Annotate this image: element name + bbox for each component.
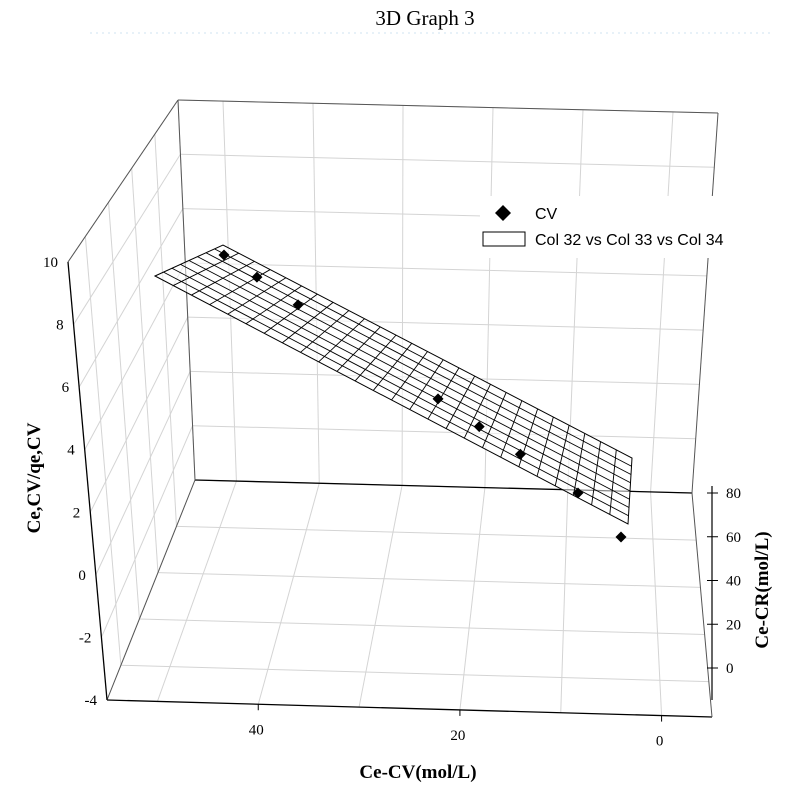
x-tick-label: 0 xyxy=(656,734,664,750)
floor-gridline-y xyxy=(120,664,709,683)
y-tick-label: 80 xyxy=(726,486,741,502)
floor-gridline-x xyxy=(650,491,663,716)
left-wall-vertical-gridline xyxy=(131,168,159,573)
floor-gridline-x xyxy=(358,485,403,708)
left-wall-gridline xyxy=(95,371,191,576)
surface-mesh-line xyxy=(171,267,630,508)
z-tick-label: 0 xyxy=(78,568,86,584)
left-bottom-edge xyxy=(106,479,196,701)
cv-data-point xyxy=(292,299,304,311)
floor-gridline-y xyxy=(139,618,705,635)
y-axis-label: Ce-CR(mol/L) xyxy=(752,531,773,648)
left-wall-gridline xyxy=(84,262,186,450)
back-wall-vertical-gridline xyxy=(401,105,404,486)
left-top-edge xyxy=(67,99,179,263)
back-wall-gridline xyxy=(192,425,696,440)
back-wall-vertical-gridline xyxy=(650,111,674,492)
z-tick-label: 8 xyxy=(56,318,64,334)
surface-mesh-line xyxy=(188,260,631,492)
cv-data-point xyxy=(251,271,263,283)
y-tick-label: 60 xyxy=(726,530,741,546)
z-tick-label: -4 xyxy=(85,693,98,709)
left-wall-vertical-gridline xyxy=(84,236,122,666)
cv-data-point xyxy=(615,531,627,543)
left-wall-gridline xyxy=(100,425,194,638)
floor-gridline-y xyxy=(176,525,697,541)
front-left-vertical-edge xyxy=(67,261,108,701)
y-tick-label: 0 xyxy=(726,661,734,677)
back-top-edge xyxy=(177,99,719,114)
grid-layer xyxy=(67,99,719,716)
y-tick-label: 20 xyxy=(726,617,741,633)
surface-mesh xyxy=(153,244,633,525)
surface-mesh-line xyxy=(197,256,631,484)
surface-mesh-line xyxy=(214,248,632,467)
legend-label-cv: CV xyxy=(535,206,558,223)
surface-mesh-line xyxy=(205,252,632,475)
cv-data-point xyxy=(218,249,230,261)
cv-data-point xyxy=(473,421,485,433)
tick-layer: -4 -2 0 2 4 6 8 10 40 20 0 0 20 40 60 80 xyxy=(43,255,741,750)
left-wall-gridline xyxy=(89,316,189,513)
floor-gridline-x xyxy=(459,487,486,710)
surface-mesh-line xyxy=(163,271,629,517)
frame-layer xyxy=(67,99,719,718)
floor-gridline-x xyxy=(156,480,237,702)
left-wall-gridline xyxy=(78,208,184,388)
legend: CV Col 32 vs Col 33 vs Col 34 xyxy=(480,196,766,258)
left-wall-vertical-gridline xyxy=(154,134,177,527)
z-axis-label: Ce,CV/qe,CV xyxy=(24,422,45,533)
z-tick-label: 6 xyxy=(62,380,70,396)
back-wall-gridline xyxy=(180,153,715,168)
cv-data-point xyxy=(514,448,526,460)
z-tick-label: 4 xyxy=(67,443,75,459)
x-tick-label: 40 xyxy=(249,722,264,738)
chart-title: 3D Graph 3 xyxy=(375,6,474,30)
z-tick-label: 10 xyxy=(43,255,58,271)
left-wall-vertical-gridline xyxy=(108,202,140,619)
floor-gridline-x xyxy=(257,483,320,705)
legend-surface-swatch xyxy=(482,231,526,247)
x-tick-label: 20 xyxy=(450,728,465,744)
z-tick-label: -2 xyxy=(79,630,92,646)
x-axis-label: Ce-CV(mol/L) xyxy=(359,762,476,783)
back-wall-gridline xyxy=(185,262,707,277)
legend-diamond-marker xyxy=(495,205,511,221)
points-layer xyxy=(218,249,627,543)
left-wall-gridline xyxy=(73,154,181,325)
back-right-vertical-edge xyxy=(691,112,719,494)
right-bottom-edge xyxy=(691,492,713,718)
z-tick-label: 2 xyxy=(73,505,81,521)
legend-label-surface: Col 32 vs Col 33 vs Col 34 xyxy=(535,232,724,249)
floor-gridline-y xyxy=(157,572,701,588)
cv-data-point xyxy=(432,393,444,405)
surface-mesh-line xyxy=(180,263,630,500)
cv-data-point xyxy=(572,487,584,499)
front-bottom-edge xyxy=(106,699,713,718)
y-tick-label: 40 xyxy=(726,574,741,590)
floor-gridline-x xyxy=(560,489,569,713)
